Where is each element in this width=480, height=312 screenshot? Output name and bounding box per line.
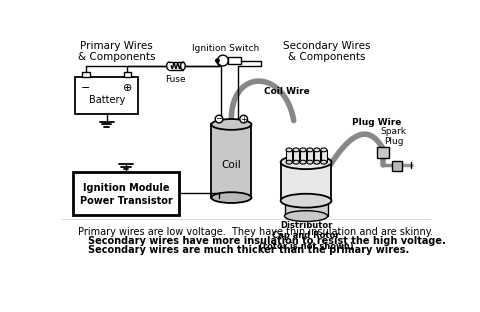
- Bar: [377, 147, 389, 158]
- Bar: [392, 161, 402, 171]
- Text: Battery: Battery: [88, 95, 125, 105]
- Ellipse shape: [314, 160, 320, 164]
- Bar: [123, 72, 131, 77]
- Text: Coil: Coil: [221, 160, 241, 170]
- Bar: [73, 172, 179, 215]
- Ellipse shape: [211, 119, 252, 130]
- Circle shape: [240, 115, 248, 123]
- Text: Primary Wires
& Components: Primary Wires & Components: [78, 41, 156, 62]
- Text: Coil Wire: Coil Wire: [264, 87, 310, 96]
- Ellipse shape: [307, 160, 313, 164]
- Text: Power Transistor: Power Transistor: [80, 196, 172, 206]
- Text: Plug Wire: Plug Wire: [352, 118, 402, 127]
- Text: −: −: [81, 83, 91, 93]
- Text: Distributor
Cap and Rotor
(rotor is not shown): Distributor Cap and Rotor (rotor is not …: [259, 221, 353, 251]
- Bar: [169, 62, 184, 70]
- Circle shape: [215, 115, 223, 123]
- Ellipse shape: [211, 192, 252, 203]
- Ellipse shape: [286, 148, 292, 152]
- Text: Ignition Switch: Ignition Switch: [192, 44, 260, 53]
- Ellipse shape: [321, 148, 327, 152]
- Text: Spark
Plug: Spark Plug: [381, 127, 407, 146]
- Text: Secondary Wires
& Components: Secondary Wires & Components: [283, 41, 371, 62]
- Bar: [211, 124, 252, 197]
- Bar: [281, 162, 332, 201]
- Circle shape: [216, 59, 219, 62]
- Bar: [314, 150, 320, 162]
- Bar: [286, 150, 292, 162]
- Text: −: −: [216, 115, 223, 124]
- Ellipse shape: [300, 148, 306, 152]
- Text: ⊕: ⊕: [123, 83, 132, 93]
- Ellipse shape: [167, 62, 171, 70]
- Bar: [293, 150, 299, 162]
- Bar: [300, 150, 306, 162]
- Text: Secondary wires are much thicker than the primary wires.: Secondary wires are much thicker than th…: [88, 245, 409, 255]
- Text: Ignition Module: Ignition Module: [83, 183, 169, 193]
- Ellipse shape: [180, 62, 185, 70]
- Text: Fuse: Fuse: [166, 75, 186, 84]
- Ellipse shape: [300, 160, 306, 164]
- Text: Primary wires are low voltage.  They have thin insulation and are skinny.: Primary wires are low voltage. They have…: [78, 227, 433, 237]
- Bar: [75, 77, 138, 115]
- Text: Secondary wires have more insulation to resist the high voltage.: Secondary wires have more insulation to …: [88, 236, 446, 246]
- Text: +: +: [240, 115, 247, 124]
- Ellipse shape: [321, 160, 327, 164]
- Ellipse shape: [293, 160, 299, 164]
- Bar: [228, 57, 240, 64]
- Ellipse shape: [293, 148, 299, 152]
- Ellipse shape: [285, 211, 328, 222]
- Bar: [307, 150, 313, 162]
- Ellipse shape: [307, 148, 313, 152]
- Ellipse shape: [281, 194, 332, 207]
- Ellipse shape: [281, 155, 332, 169]
- Bar: [321, 150, 327, 162]
- Circle shape: [217, 55, 228, 66]
- Bar: [82, 72, 90, 77]
- Ellipse shape: [314, 148, 320, 152]
- Ellipse shape: [286, 160, 292, 164]
- Bar: [285, 201, 328, 216]
